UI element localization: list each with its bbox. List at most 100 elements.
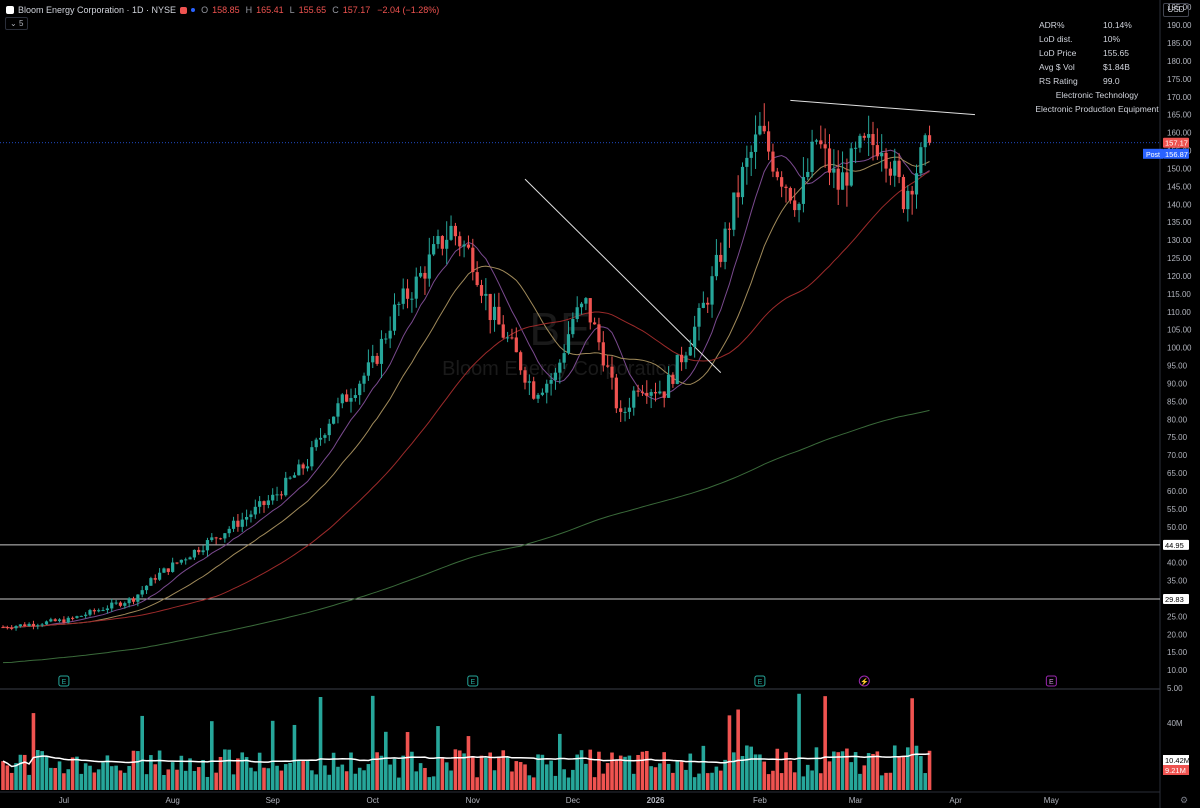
candle-body [701,302,705,308]
volume-bar [196,767,201,790]
candle-body [788,188,792,201]
candle-body [253,506,257,515]
candle-body [471,247,475,273]
candle-body [532,381,536,399]
candle [545,379,549,404]
event-marker-outline [1045,675,1057,687]
symbol-title[interactable]: Bloom Energy Corporation · 1D · NYSE [18,5,177,15]
candle [601,331,605,372]
event-marker-glyph: E [470,679,475,686]
price-axis-label: 135.00 [1167,218,1192,227]
candle [519,350,523,375]
volume-bar [836,752,840,790]
candle-body [623,411,627,413]
volume-bar [597,751,601,790]
candle-body [671,374,675,384]
time-axis-label: Feb [753,796,767,805]
candle-body [906,190,910,210]
candle-body [423,272,427,279]
volume-tag-box [1163,765,1189,775]
candle-body [697,307,701,327]
price-axis-label: 185.00 [1167,39,1192,48]
indicators-toggle[interactable]: ⌄ 5 [5,17,29,30]
candle-body [797,203,801,211]
candle [162,567,166,573]
event-marker-earnings[interactable]: E [58,675,70,687]
candle-body [205,540,210,551]
candle [366,349,370,381]
candle [175,562,179,565]
price-axis-label: 130.00 [1167,236,1192,245]
volume-bar [370,695,375,790]
candle [753,115,758,169]
candle [388,316,392,349]
candle [858,133,862,153]
candle-body [358,383,362,396]
candle [488,293,492,334]
candle-body [893,160,897,176]
candle-body [914,173,919,195]
price-axis-label: 15.00 [1167,648,1188,657]
volume-bar [758,754,762,790]
currency-button[interactable]: USD [1163,3,1189,17]
volume-bar [810,770,814,790]
candle-body [710,276,714,305]
candle [205,537,210,557]
candle-body [440,236,444,249]
price-axis-label: 160.00 [1167,129,1192,138]
flag-icon[interactable] [180,6,188,14]
candle-body [114,602,118,604]
price-axis-label: 100.00 [1167,344,1192,353]
candle [614,373,618,414]
volume-bar [649,766,653,790]
candle [875,128,879,160]
candle [97,608,101,613]
candle-body [105,608,109,611]
candle [897,153,901,184]
event-marker-earnings[interactable]: E [754,675,766,687]
candle [840,151,845,190]
indicator-count: 5 [18,19,24,28]
candle-body [579,303,584,308]
event-marker-dividend[interactable]: ⚡ [858,675,870,687]
descending-trendline[interactable] [524,178,722,374]
volume-bar [127,765,131,790]
volume-bar [514,761,519,790]
price-label-tag: 44.95 [1163,539,1189,550]
candle [144,585,149,595]
candle-body [593,322,597,325]
volume-bar [718,770,723,790]
candle-body [662,391,666,398]
volume-bar [571,769,575,790]
price-tag-box [1163,148,1189,159]
price-label-tag: Post 156.87 [1143,148,1189,159]
price-tag-box [1163,137,1189,148]
candle-body [514,337,518,353]
candle [714,239,718,281]
event-marker-earnings[interactable]: E [467,675,479,687]
price-tag-box [1163,594,1189,605]
volume-bar [440,757,445,790]
candle [645,380,649,404]
candle [271,488,275,505]
volume-bar [453,749,458,790]
candle [662,391,666,408]
price-axis-label: 10.00 [1167,666,1188,675]
candle [449,215,453,241]
time-axis-label: Apr [949,796,962,805]
candle-body [845,172,849,186]
event-marker-earnings-upcoming[interactable]: E [1045,675,1057,687]
candle [214,536,218,545]
candle-body [649,392,653,396]
resistance-trendline[interactable] [790,99,976,116]
candle-body [693,326,697,348]
volume-bar [157,750,162,790]
settings-icon[interactable]: ⚙ [1180,795,1189,805]
candle [88,608,92,617]
candle [453,222,457,246]
candle [401,278,405,310]
volume-bar [562,769,566,790]
candle [423,266,427,295]
candle [31,620,36,630]
